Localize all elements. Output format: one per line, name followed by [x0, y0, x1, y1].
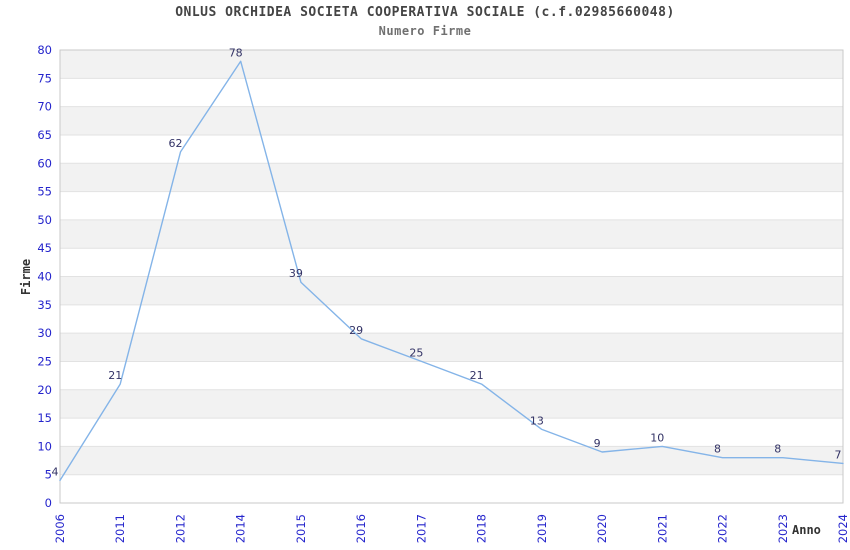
plot-border [59, 49, 844, 504]
data-point-label: 13 [530, 414, 544, 427]
data-point-label: 21 [470, 369, 484, 382]
x-tick-label: 2020 [595, 514, 609, 543]
data-point-label: 10 [650, 431, 664, 444]
chart-title: ONLUS ORCHIDEA SOCIETA COOPERATIVA SOCIA… [175, 5, 675, 20]
y-tick-label: 75 [37, 71, 52, 85]
x-tick-label: 2021 [655, 514, 669, 543]
background-band [60, 446, 843, 475]
x-tick-label: 2024 [836, 514, 850, 543]
data-point-label: 25 [409, 346, 423, 359]
y-tick-label: 65 [37, 128, 52, 142]
data-point-label: 9 [594, 437, 601, 450]
x-tick-label: 2023 [776, 514, 790, 543]
x-tick-label: 2019 [535, 514, 549, 543]
data-point-label: 21 [108, 369, 122, 382]
background-band [60, 163, 843, 192]
x-tick-label: 2014 [234, 514, 248, 543]
y-tick-label: 80 [37, 43, 52, 57]
x-tick-label: 2022 [716, 514, 730, 543]
background-band [60, 106, 843, 135]
y-tick-label: 10 [37, 439, 52, 453]
y-tick-label: 45 [37, 241, 52, 255]
background-band [60, 333, 843, 362]
y-tick-label: 55 [37, 185, 52, 199]
background-band [60, 389, 843, 419]
y-tick-label: 5 [45, 468, 52, 482]
y-tick-label: 15 [37, 411, 52, 425]
data-point-label: 39 [289, 267, 303, 280]
x-tick-label: 2018 [475, 514, 489, 543]
chart-subtitle: Numero Firme [378, 24, 472, 38]
y-tick-label: 40 [37, 270, 52, 284]
x-tick-label: 2012 [173, 514, 187, 543]
data-point-label: 62 [168, 137, 182, 150]
y-tick-label: 0 [45, 496, 52, 510]
x-tick-label: 2006 [53, 514, 67, 543]
x-axis-title: Anno [792, 523, 821, 537]
y-tick-label: 25 [37, 354, 52, 368]
y-tick-label: 60 [37, 156, 52, 170]
background-band [60, 276, 843, 305]
data-point-label: 7 [835, 448, 842, 461]
x-tick-label: 2017 [414, 514, 428, 543]
y-tick-label: 30 [37, 326, 52, 340]
data-point-label: 78 [229, 46, 243, 59]
x-tick-label: 2015 [294, 514, 308, 543]
background-band [60, 219, 843, 249]
data-point-label: 8 [774, 443, 781, 456]
data-point-label: 8 [714, 443, 721, 456]
x-tick-label: 2011 [113, 514, 127, 543]
series-line [59, 60, 844, 482]
y-tick-label: 35 [37, 298, 52, 312]
data-point-label: 4 [52, 465, 59, 478]
data-point-label: 29 [349, 324, 363, 337]
x-tick-label: 2016 [354, 514, 368, 543]
y-tick-label: 20 [37, 383, 52, 397]
background-band [60, 50, 843, 79]
y-tick-label: 70 [37, 100, 52, 114]
y-tick-label: 50 [37, 213, 52, 227]
